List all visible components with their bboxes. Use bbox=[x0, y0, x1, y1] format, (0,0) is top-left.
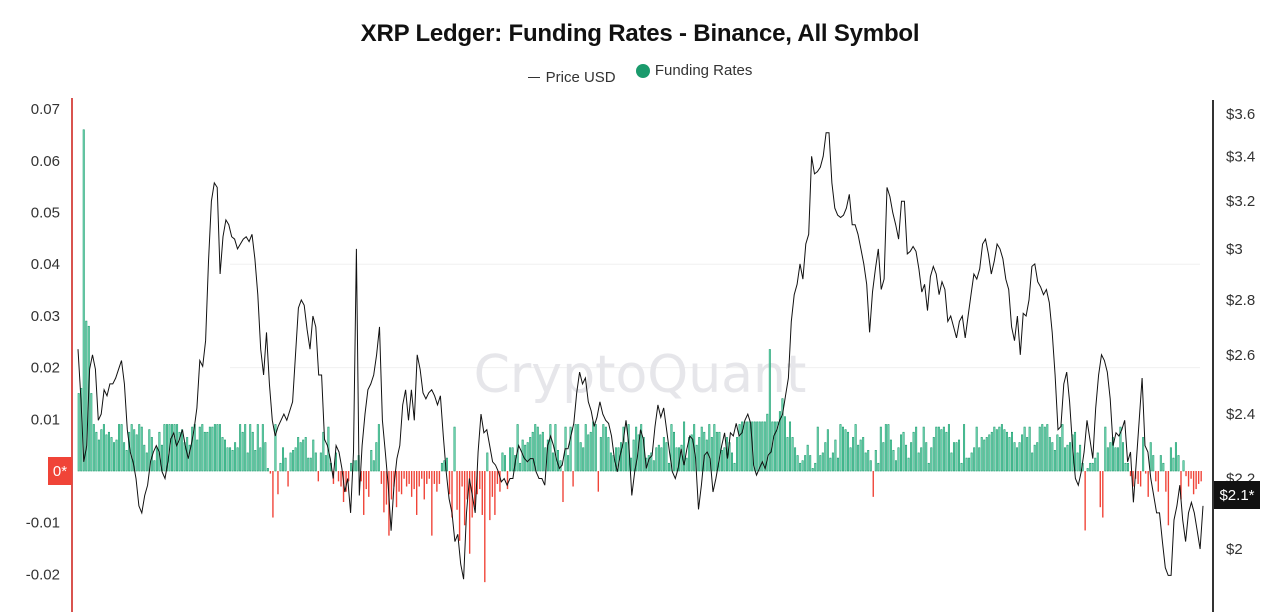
svg-text:0.02: 0.02 bbox=[31, 360, 60, 377]
svg-text:0.07: 0.07 bbox=[31, 101, 60, 118]
legend-label-funding: Funding Rates bbox=[654, 62, 753, 79]
svg-text:$3.4: $3.4 bbox=[1226, 148, 1255, 165]
svg-text:$2.6: $2.6 bbox=[1226, 347, 1255, 364]
left-axis-ticks: 0.07 0.06 0.05 0.04 0.03 0.02 0.01 -0.01 -0.02 bbox=[26, 101, 60, 583]
watermark: CryptoQuant bbox=[474, 345, 807, 405]
chart-title: XRP Ledger: Funding Rates - Binance, All… bbox=[360, 20, 920, 47]
svg-text:$3: $3 bbox=[1226, 241, 1243, 258]
svg-text:$3.6: $3.6 bbox=[1226, 106, 1255, 123]
svg-text:0.03: 0.03 bbox=[31, 308, 60, 325]
svg-text:$3.2: $3.2 bbox=[1226, 193, 1255, 210]
right-badge-label: $2.1* bbox=[1219, 487, 1254, 504]
right-axis-ticks: $3.6$3.4$3.2$3$2.8$2.6$2.4$2.2$2 bbox=[1226, 106, 1255, 558]
line-marker-icon bbox=[527, 76, 540, 78]
chart-legend: Price USD Funding Rates bbox=[0, 62, 1280, 86]
dot-marker-icon bbox=[635, 63, 650, 78]
left-badge-label: 0* bbox=[53, 463, 67, 480]
svg-text:0.01: 0.01 bbox=[31, 411, 60, 428]
svg-text:0.04: 0.04 bbox=[31, 256, 60, 273]
svg-text:-0.01: -0.01 bbox=[26, 515, 60, 532]
gridlines bbox=[230, 263, 1200, 369]
svg-text:-0.02: -0.02 bbox=[26, 566, 60, 583]
legend-label-price: Price USD bbox=[545, 68, 616, 86]
legend-item-funding[interactable]: Funding Rates bbox=[635, 62, 753, 79]
svg-text:$2.8: $2.8 bbox=[1226, 292, 1255, 309]
svg-text:0.05: 0.05 bbox=[31, 205, 60, 222]
svg-text:0.06: 0.06 bbox=[31, 153, 60, 170]
svg-text:$2: $2 bbox=[1226, 541, 1243, 558]
svg-text:$2.4: $2.4 bbox=[1226, 406, 1255, 423]
price-line bbox=[77, 132, 1204, 580]
right-current-badge: $2.1* bbox=[1214, 481, 1260, 509]
legend-item-price[interactable]: Price USD bbox=[527, 68, 616, 86]
left-current-badge: 0* bbox=[48, 457, 72, 485]
